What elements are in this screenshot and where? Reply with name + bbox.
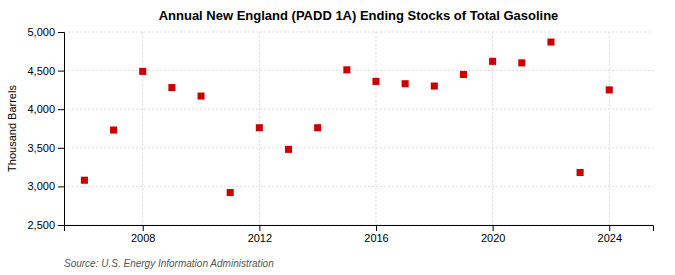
point <box>110 127 117 134</box>
x-axis: 2008 2012 2016 2020 2024 <box>65 225 654 244</box>
y-grid-line <box>64 186 653 187</box>
source-note: Source: U.S. Energy Information Administ… <box>64 258 274 269</box>
point <box>256 124 263 131</box>
point <box>139 68 146 75</box>
y-tick: 3,500 <box>27 142 64 154</box>
y-tick-label: 3,000 <box>27 180 55 192</box>
point <box>372 78 379 85</box>
y-axis-title: Thousand Barrels <box>6 85 18 172</box>
x-tick: 2012 <box>248 225 272 244</box>
x-tick-label: 2024 <box>598 232 622 244</box>
y-tick-mark <box>58 225 64 226</box>
y-grid-line <box>64 32 653 33</box>
y-tick-mark <box>58 186 64 187</box>
point <box>547 39 554 46</box>
y-tick-mark <box>58 71 64 72</box>
y-grid-line <box>64 109 653 110</box>
x-grid-line <box>142 32 143 225</box>
point <box>431 83 438 90</box>
point <box>460 71 467 78</box>
title: Annual New England (PADD 1A) Ending Stoc… <box>159 8 559 23</box>
y-axis: 2,500 3,000 3,500 4,000 4,500 5,000 <box>27 26 64 231</box>
y-tick: 5,000 <box>27 26 64 38</box>
point <box>168 84 175 91</box>
x-tick-mark <box>143 225 144 231</box>
points <box>81 39 613 197</box>
x-axis-line <box>65 226 654 232</box>
x-tick-label: 2008 <box>131 232 155 244</box>
x-grid-line <box>609 32 610 225</box>
y-tick-mark <box>58 148 64 149</box>
x-tick-mark <box>259 225 260 231</box>
point <box>81 177 88 184</box>
point <box>343 66 350 73</box>
y-tick-label: 3,500 <box>27 142 55 154</box>
point <box>518 59 525 66</box>
x-tick-label: 2012 <box>248 232 272 244</box>
x-tick: 2024 <box>598 225 622 244</box>
point <box>577 169 584 176</box>
x-tick-mark <box>609 225 610 231</box>
x-tick: 2016 <box>364 225 388 244</box>
y-tick: 4,500 <box>27 65 64 77</box>
x-tick: 2008 <box>131 225 155 244</box>
point <box>606 86 613 93</box>
point <box>285 146 292 153</box>
point <box>402 80 409 87</box>
point <box>314 124 321 131</box>
y-axis-line <box>58 33 65 226</box>
y-tick-label: 5,000 <box>27 26 55 38</box>
x-tick-label: 2020 <box>481 232 505 244</box>
y-tick: 4,000 <box>27 103 64 115</box>
y-tick-label: 2,500 <box>27 219 55 231</box>
grid <box>64 32 653 225</box>
y-tick-mark <box>58 32 64 33</box>
y-tick: 2,500 <box>27 219 64 231</box>
point <box>489 58 496 65</box>
x-tick-mark <box>376 225 377 231</box>
x-tick-mark <box>493 225 494 231</box>
x-grid-line <box>375 32 376 225</box>
y-grid-line <box>64 70 653 71</box>
point <box>227 189 234 196</box>
chart: 2008 2012 2016 2020 2024 2,500 3,000 3,500 4,000… <box>0 0 675 275</box>
y-tick-label: 4,500 <box>27 65 55 77</box>
x-tick-label: 2016 <box>364 232 388 244</box>
y-tick: 3,000 <box>27 180 64 192</box>
y-tick-mark <box>58 109 64 110</box>
point <box>198 93 205 100</box>
x-tick: 2020 <box>481 225 505 244</box>
y-grid-line <box>64 147 653 148</box>
y-tick-label: 4,000 <box>27 103 55 115</box>
